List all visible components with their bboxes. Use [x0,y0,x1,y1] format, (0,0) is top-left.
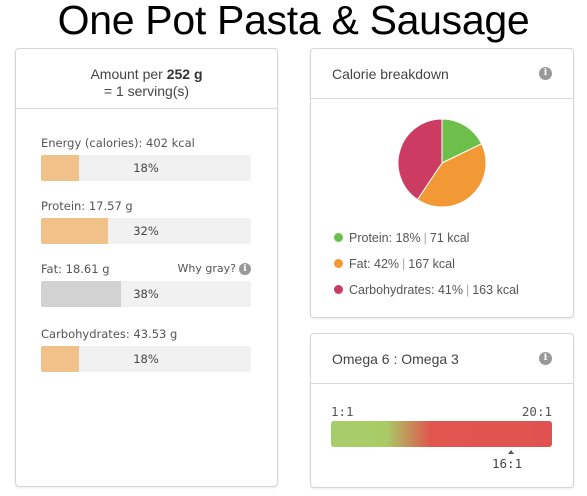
nutrient-label: Carbohydrates: 43.53 g [41,327,178,341]
legend-item-fat: Fat: 42% | 167 kcal [334,256,455,272]
nutrient-bar: 32% [41,218,251,244]
nutrient-fat: Fat: 18.61 g Why gray? i 38% [41,261,251,307]
card-title: Omega 6 : Omega 3 [332,351,459,367]
omega-value: 16:1 [492,456,523,471]
calorie-pie-chart [397,118,487,208]
omega-marker-icon [508,450,514,454]
bar-percent: 18% [133,161,159,175]
serving-size: = 1 serving(s) [103,83,190,99]
omega-min-label: 1:1 [331,404,354,419]
nutrient-bar: 18% [41,155,251,181]
legend-item-protein: Protein: 18% | 71 kcal [334,230,469,246]
info-icon[interactable]: i [239,263,251,275]
nutrient-energy: Energy (calories): 402 kcal 18% [41,135,251,181]
nutrition-card: Amount per 252 g = 1 serving(s) Energy (… [15,48,278,487]
carbohydrates-dot [334,285,343,294]
amount-per: Amount per 252 g [16,49,277,83]
page-title: One Pot Pasta & Sausage [57,0,530,43]
bar-percent: 38% [133,287,159,301]
bar-percent: 32% [133,224,159,238]
legend-name: Carbohydrates [349,283,431,297]
pie-slice-carbohydrates [397,118,443,201]
separator: | [465,283,470,297]
card-header: Omega 6 : Omega 3 i [311,334,573,384]
calorie-breakdown-card: Calorie breakdown i Protein: 18% | 71 kcal… [310,48,574,318]
bar-fill [41,281,121,307]
pie-slice-fat [416,143,487,208]
amount-value: 252 g [166,66,203,82]
legend-item-carbohydrates: Carbohydrates: 41% | 163 kcal [334,282,519,298]
omega-ratio-card: Omega 6 : Omega 3 i 1:1 20:1 16:1 [310,333,574,488]
why-gray-link[interactable]: Why gray? i [178,261,251,277]
omega-gradient-bar [331,421,552,447]
nutrient-carbohydrates: Carbohydrates: 43.53 g 18% [41,326,251,372]
pie-slice-protein [441,118,483,164]
omega-max-label: 20:1 [521,404,552,419]
fat-dot [334,259,343,268]
legend-kcal: 71 kcal [429,231,470,245]
separator: | [402,257,406,271]
card-header: Calorie breakdown i [311,49,573,99]
why-gray-label: Why gray? [177,262,236,275]
nutrient-bar: 38% [41,281,251,307]
legend-percent: 41% [437,283,463,297]
info-icon[interactable]: i [539,67,552,80]
nutrient-label: Protein: 17.57 g [41,199,133,213]
info-icon[interactable]: i [539,352,552,365]
separator: | [423,231,427,245]
card-title: Calorie breakdown [332,66,449,82]
bar-percent: 18% [133,352,159,366]
legend-percent: 18% [395,231,421,245]
bar-fill [41,155,79,181]
nutrient-label: Energy (calories): 402 kcal [41,136,195,150]
bar-fill [41,218,109,244]
legend-name: Protein [349,231,389,245]
legend-name: Fat [349,257,368,271]
nutrient-protein: Protein: 17.57 g 32% [41,198,251,244]
protein-dot [334,233,343,242]
amount-prefix: Amount per [90,66,163,82]
nutrient-label: Fat: 18.61 g [41,262,110,276]
legend-percent: 42% [374,257,400,271]
amount-header: Amount per 252 g = 1 serving(s) [16,49,277,109]
legend-kcal: 163 kcal [472,283,519,297]
nutrient-bar: 18% [41,346,251,372]
legend-kcal: 167 kcal [408,257,455,271]
bar-fill [41,346,79,372]
